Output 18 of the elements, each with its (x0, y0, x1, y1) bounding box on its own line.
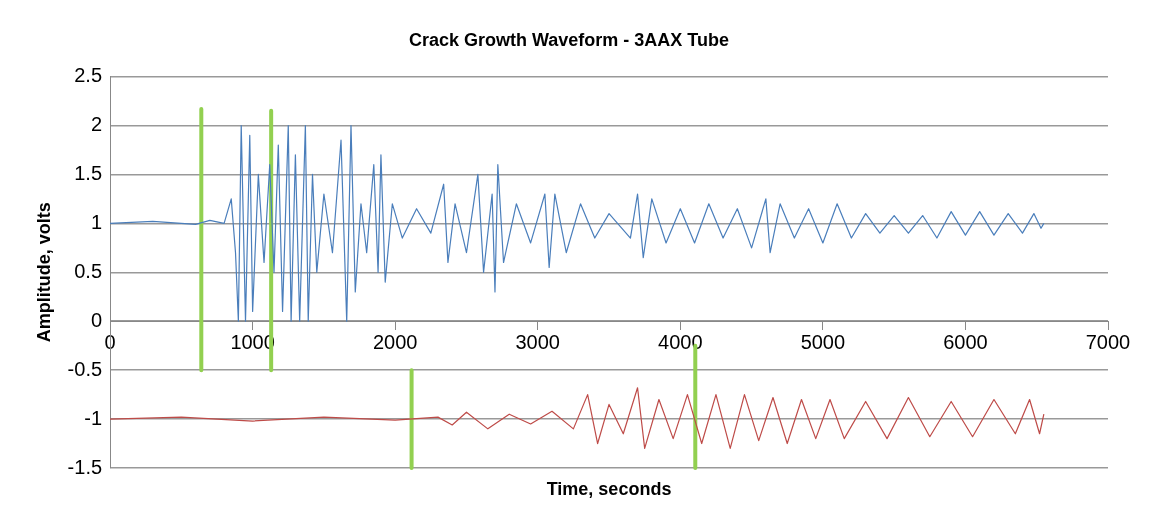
y-axis-title: Amplitude, volts (33, 202, 54, 343)
chart-title: Crack Growth Waveform - 3AAX Tube (408, 29, 730, 50)
y-tick-label: 0.5 (74, 259, 103, 282)
y-tick-label: 2.5 (74, 64, 103, 87)
x-axis-title: Time, seconds (546, 478, 672, 499)
x-tick-label: 3000 (515, 330, 560, 353)
y-tick-label: 0 (90, 308, 103, 331)
x-tick-label: 6000 (943, 330, 988, 353)
y-tick-label: -1.5 (67, 455, 103, 478)
x-tick-label: 4000 (658, 330, 703, 353)
y-tick-label: -1 (84, 406, 103, 429)
x-tick-label: 2000 (372, 330, 418, 353)
y-tick-label: 1 (90, 210, 103, 233)
y-tick-label: 2 (90, 113, 103, 136)
y-tick-label: 1.5 (74, 161, 103, 184)
x-tick-label: 7000 (1085, 330, 1131, 353)
y-tick-label: -0.5 (67, 357, 103, 380)
x-tick-label: 5000 (800, 330, 846, 353)
